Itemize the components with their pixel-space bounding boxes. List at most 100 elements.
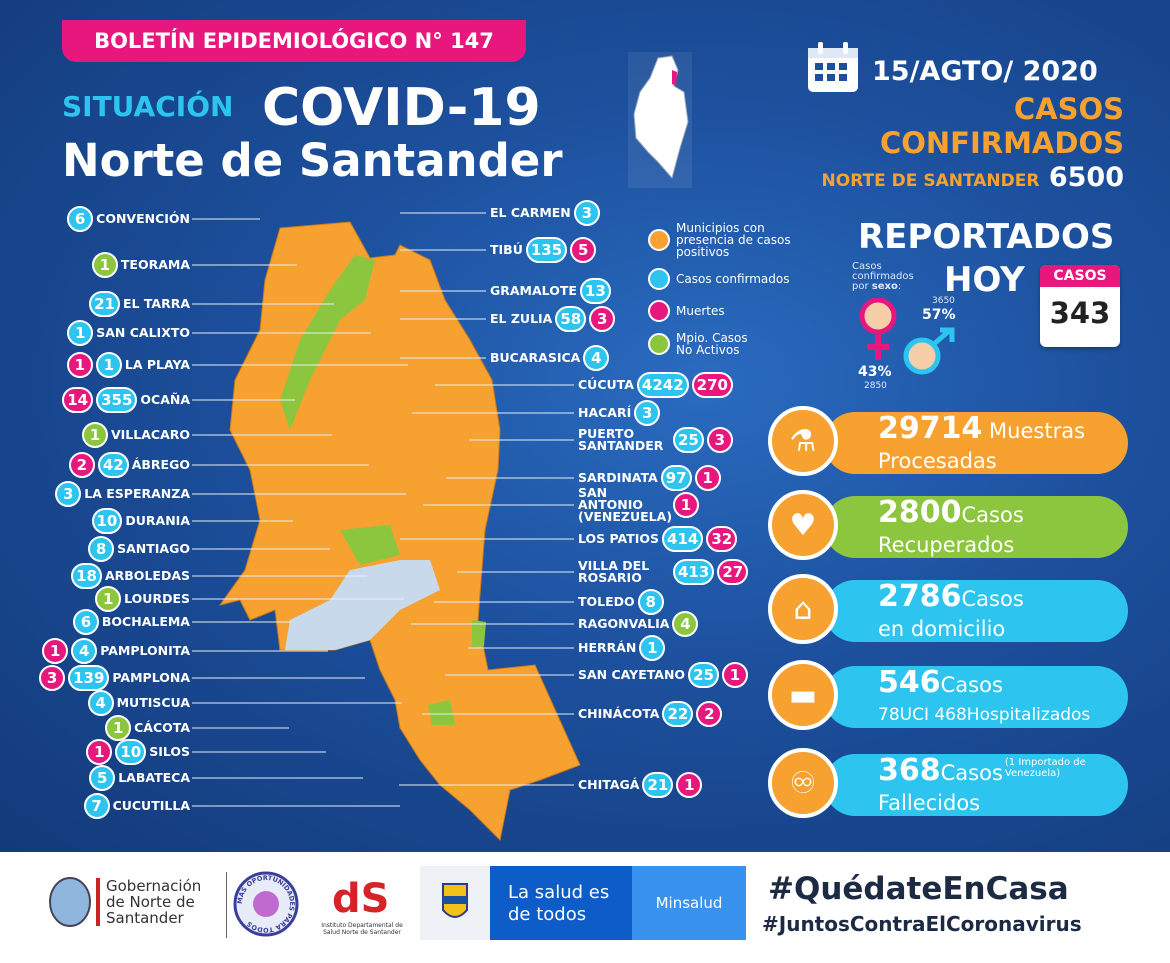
municipality-name: SANTIAGO <box>117 541 190 556</box>
confirmed-title: CASOS CONFIRMADOS <box>880 92 1124 160</box>
municipality-row: 1 4 PAMPLONITA <box>42 637 190 665</box>
legend-item-deaths: Muertes <box>648 300 816 322</box>
cases-badge: 97 <box>660 465 692 491</box>
bulletin-banner: BOLETÍN EPIDEMIOLÓGICO N° 147 <box>62 20 526 62</box>
municipality-row: HERRÁN 1 <box>578 634 666 662</box>
cases-badge: 58 <box>555 306 587 332</box>
inactive-cases-badge: 1 <box>91 252 118 278</box>
municipality-row: LOS PATIOS 414 32 <box>578 525 738 553</box>
deaths-badge: 32 <box>706 526 738 552</box>
municipality-name: GRAMALOTE <box>490 283 577 298</box>
stat-value: 546 <box>878 665 941 700</box>
municipality-row: TOLEDO 8 <box>578 588 664 616</box>
municipality-row: 1 10 SILOS <box>86 738 190 766</box>
municipality-row: SARDINATA 97 1 <box>578 464 721 492</box>
cases-badge: 10 <box>115 739 147 765</box>
municipality-name: SILOS <box>149 744 190 759</box>
inactive-cases-badge: 4 <box>672 611 699 637</box>
page-title: COVID-19 <box>262 78 541 138</box>
male-pct: 57% <box>922 307 956 323</box>
ids-logo: dS <box>332 876 389 918</box>
municipality-name: EL TARRA <box>122 296 190 311</box>
cases-badge: 1 <box>639 635 666 661</box>
municipality-name: SAN CALIXTO <box>96 325 190 340</box>
municipality-name: TIBÚ <box>490 242 523 257</box>
municipality-name: RAGONVALIA <box>578 616 670 631</box>
municipality-name: CÚCUTA <box>578 377 634 392</box>
house-icon: ⌂ <box>768 574 838 644</box>
municipality-row: EL CARMEN 3 <box>490 199 600 227</box>
municipality-name: TEORAMA <box>120 257 190 272</box>
female-pct: 43% <box>858 364 892 380</box>
orange-swatch <box>648 229 670 251</box>
cases-badge: 1 <box>67 320 94 346</box>
stat-pill: 2786Casos en domicilio <box>824 580 1128 642</box>
deaths-badge: 1 <box>676 772 703 798</box>
municipality-name: TOLEDO <box>578 594 635 609</box>
stat-sublabel: 78UCI 468Hospitalizados <box>878 705 1091 725</box>
stat-label: Muestras <box>982 419 1086 443</box>
female-icon <box>859 298 897 360</box>
norte-de-santander-map <box>192 212 581 842</box>
cases-badge: 355 <box>96 387 138 413</box>
legend-item-positive: Municipios con presencia de casos positi… <box>648 222 816 258</box>
municipality-row: CHITAGÁ 21 1 <box>578 771 703 799</box>
stat-pill: 368Casos (1 Importado de Venezuela) Fallec… <box>824 754 1128 816</box>
municipality-name: ARBOLEDAS <box>104 568 190 583</box>
stat-label: Casos <box>961 587 1024 611</box>
municipality-name: BOCHALEMA <box>101 614 190 629</box>
deaths-badge: 3 <box>706 427 733 453</box>
municipality-name: CHITAGÁ <box>578 777 640 792</box>
sex-label: Casos confirmados por sexo: <box>852 261 914 292</box>
gobernacion-logo-text: Gobernación de Norte de Santander <box>106 877 202 927</box>
infographic-background: BOLETÍN EPIDEMIOLÓGICO N° 147 SITUACIÓN … <box>0 0 1170 852</box>
minsalud-logo: Minsalud <box>632 866 746 940</box>
municipality-row: 7 CUCUTILLA <box>83 792 190 820</box>
region-label: NORTE DE SANTANDER <box>821 171 1040 191</box>
deaths-badge: 270 <box>691 372 733 398</box>
municipality-row: 1 TEORAMA <box>91 251 190 279</box>
stat-card: ♾ 368Casos (1 Importado de Venezuela) Falle… <box>768 748 1128 818</box>
deaths-badge: 3 <box>39 665 66 691</box>
heart-hand-icon: ♥ <box>768 490 838 560</box>
deaths-badge: 27 <box>717 559 749 585</box>
deaths-badge: 3 <box>589 306 616 332</box>
cases-badge: 139 <box>68 665 110 691</box>
cases-badge: 21 <box>642 772 674 798</box>
municipality-name: CUCUTILLA <box>112 798 190 813</box>
stat-sublabel: Procesadas <box>878 449 997 473</box>
hashtag-quedate: #QuédateEnCasa <box>768 871 1069 907</box>
municipality-row: 1 1 LA PLAYA <box>66 351 190 379</box>
leader-lines <box>192 212 574 807</box>
stat-label: Casos <box>940 673 1003 697</box>
stat-label: Casos <box>940 761 1003 785</box>
cases-badge: 135 <box>525 237 568 263</box>
gobernacion-seal-logo <box>49 877 91 927</box>
cases-badge: 5 <box>89 765 116 791</box>
legend-label: Mpio. Casos No Activos <box>676 331 748 357</box>
sex-label-bold: sexo <box>871 281 898 292</box>
svg-text:dS: dS <box>332 876 389 918</box>
stat-pill: 546Casos 78UCI 468Hospitalizados <box>824 666 1128 728</box>
region-title: Norte de Santander <box>62 134 563 187</box>
cases-badge: 7 <box>83 793 110 819</box>
cases-badge: 3 <box>55 481 82 507</box>
cases-badge: 1 <box>95 352 122 378</box>
situation-label: SITUACIÓN <box>62 90 234 123</box>
stat-value: 368 <box>878 753 941 788</box>
cases-badge: 42 <box>97 452 129 478</box>
municipality-name: VILLA DEL ROSARIO <box>578 558 650 585</box>
stat-value: 2800 <box>878 495 962 530</box>
municipality-row: BUCARASICA 4 <box>490 344 610 372</box>
cases-badge: 6 <box>72 609 99 635</box>
municipality-row: 10 DURANIA <box>91 507 190 535</box>
ribbon-icon: ♾ <box>768 748 838 818</box>
colombia-minimap <box>628 52 692 188</box>
deaths-badge: 2 <box>68 452 95 478</box>
deaths-badge: 1 <box>721 662 748 688</box>
municipality-name: CONVENCIÓN <box>96 211 190 226</box>
municipality-row: 1 LOURDES <box>95 585 190 613</box>
municipality-name: LA PLAYA <box>124 357 190 372</box>
salud-logo: La salud es de todos <box>490 866 632 940</box>
legend-label: Municipios con presencia de casos positi… <box>676 221 791 259</box>
